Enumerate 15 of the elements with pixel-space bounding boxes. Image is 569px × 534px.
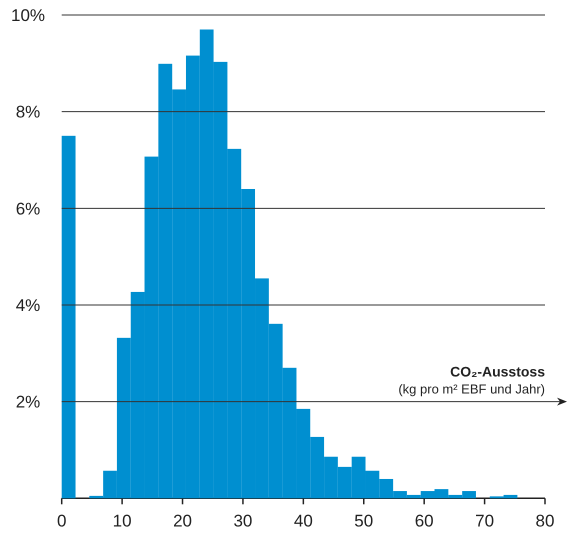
y-tick-label: 6% <box>16 199 40 218</box>
x-axis-title: CO₂-Ausstoss (kg pro m² EBF und Jahr) <box>398 364 546 397</box>
x-tick-label: 60 <box>414 511 434 530</box>
x-tick-label: 40 <box>294 511 313 530</box>
x-tick-label: 80 <box>536 511 554 530</box>
x-tick-label: 70 <box>475 511 494 530</box>
x-tick-label: 0 <box>56 511 66 530</box>
y-tick-label: 8% <box>16 102 40 122</box>
x-tick-label: 10 <box>112 511 132 530</box>
y-tick-label: 10% <box>10 6 46 25</box>
x-tick-label: 50 <box>354 511 374 530</box>
x-tick-label: 20 <box>173 511 192 530</box>
y-tick-label: 2% <box>16 392 40 412</box>
x-tick-label: 30 <box>233 511 252 530</box>
y-tick-label: 4% <box>16 296 40 315</box>
